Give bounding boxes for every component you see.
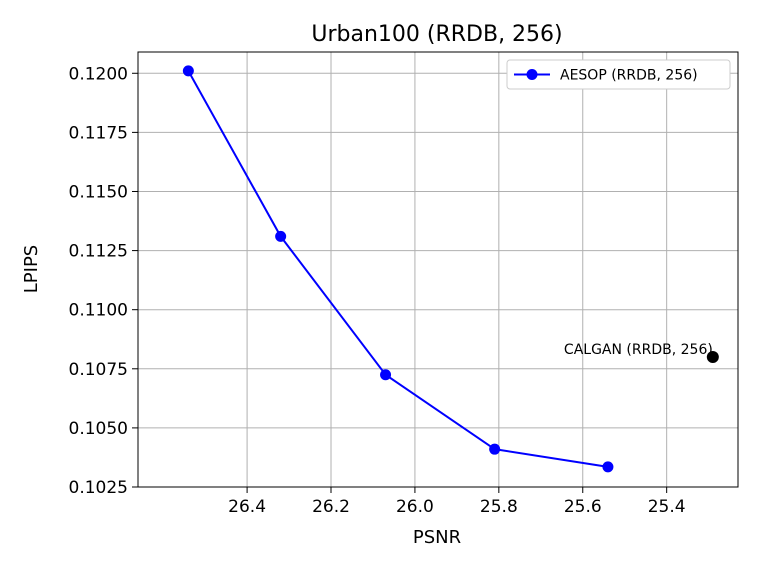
plot-frame: [137, 51, 739, 488]
data-point-aesop: [489, 443, 501, 455]
data-point-aesop: [182, 65, 194, 77]
y-tick-label: 0.1150: [69, 182, 128, 202]
x-tick-label: 25.6: [564, 497, 602, 517]
x-axis-label: PSNR: [413, 527, 461, 548]
data-point-aesop: [602, 461, 614, 473]
legend: AESOP (RRDB, 256): [506, 59, 731, 90]
grid: [138, 52, 738, 488]
data-point-aesop: [380, 369, 392, 381]
y-tick-label: 0.1050: [69, 419, 128, 439]
data-point-aesop: [275, 230, 287, 242]
y-tick-label: 0.1175: [69, 123, 128, 143]
x-tick-label: 26.2: [312, 497, 350, 517]
y-tick-label: 0.1075: [69, 360, 128, 380]
x-tick-label: 26.0: [396, 497, 434, 517]
series-line-aesop: [187, 70, 609, 468]
data-point-calgan: [706, 350, 719, 363]
plot-series: CALGAN (RRDB, 256): [182, 65, 719, 473]
x-tick-label: 25.8: [480, 497, 518, 517]
y-tick-label: 0.1025: [69, 478, 128, 498]
legend-box: [506, 59, 731, 90]
legend-label-aesop: AESOP (RRDB, 256): [560, 68, 698, 84]
chart-title: Urban100 (RRDB, 256): [311, 22, 562, 47]
y-tick-label: 0.1200: [69, 64, 128, 84]
axis-ticks: 26.4 26.2 26.0 25.8 25.6 25.4 0.1025 0.1050 0.10…: [69, 64, 686, 517]
x-tick-label: 26.4: [228, 497, 266, 517]
annotation-calgan: CALGAN (RRDB, 256): [564, 342, 713, 358]
y-axis-label: LPIPS: [21, 245, 42, 293]
y-tick-label: 0.1100: [69, 301, 128, 321]
y-tick-label: 0.1125: [69, 242, 128, 262]
legend-marker-aesop: [526, 69, 538, 80]
x-tick-label: 25.4: [648, 497, 686, 517]
